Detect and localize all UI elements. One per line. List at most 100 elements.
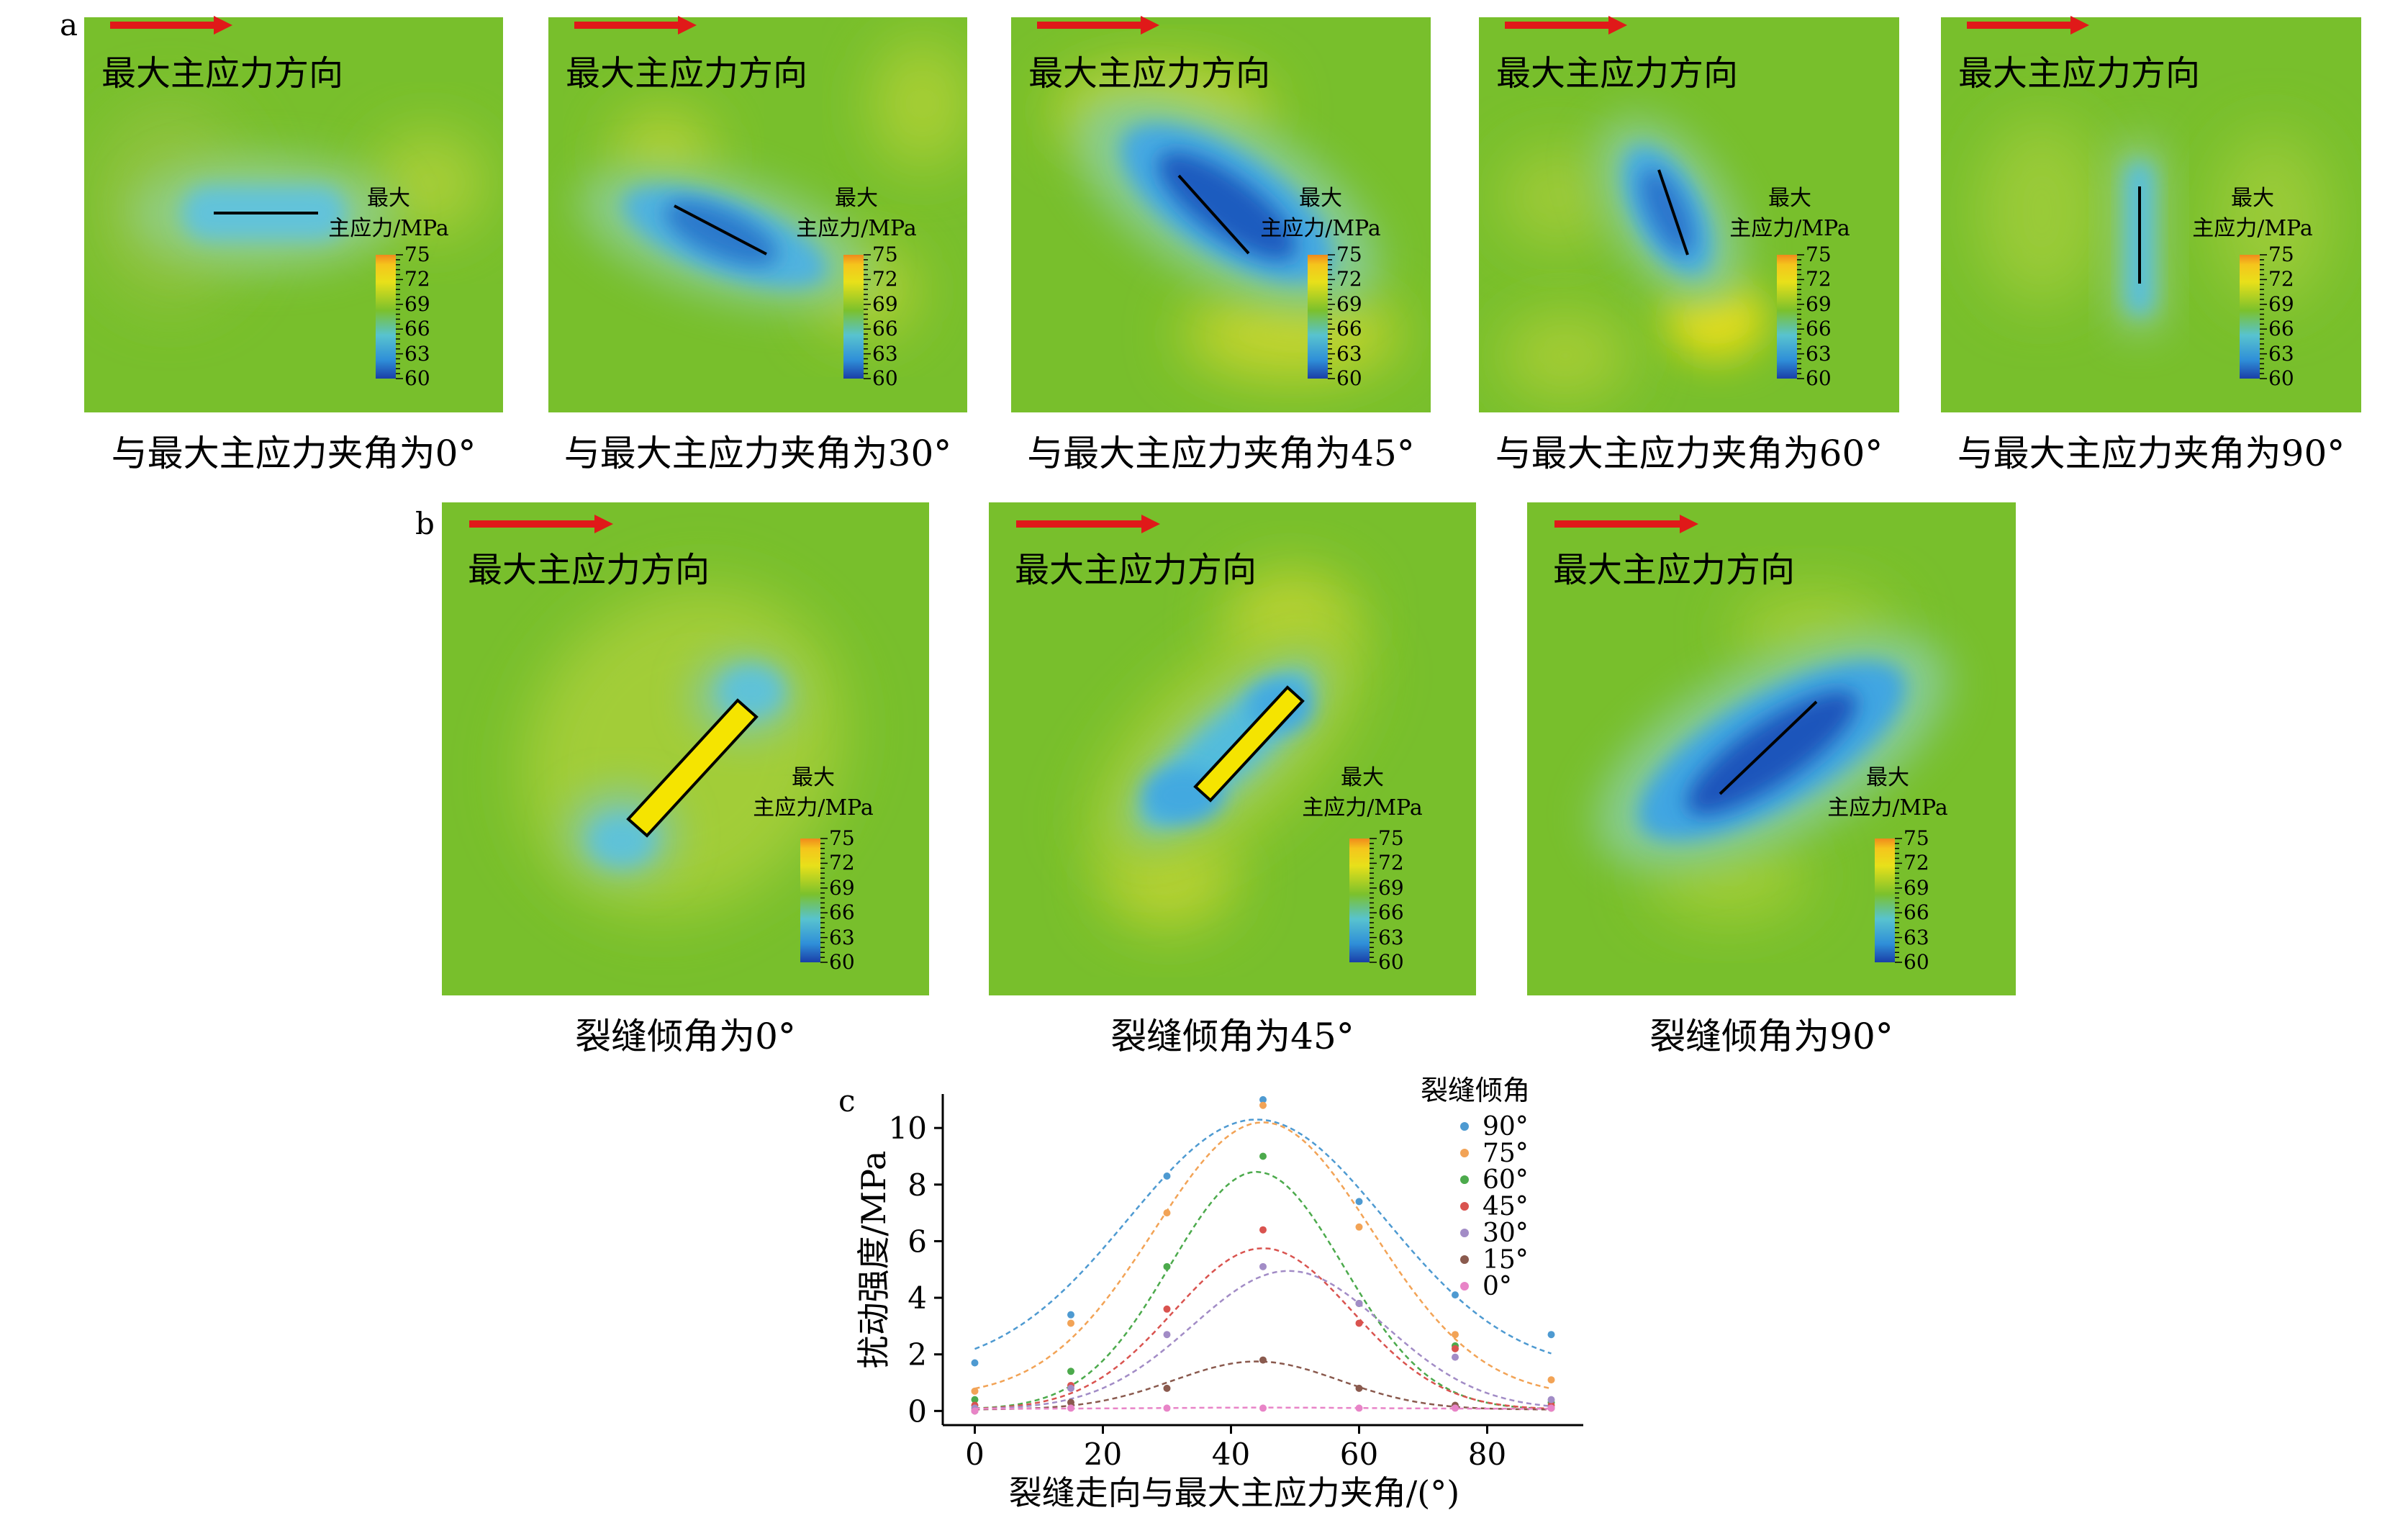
stress-direction-arrow-icon (110, 16, 232, 35)
data-point (1163, 1209, 1171, 1217)
legend-label: 75° (1483, 1139, 1529, 1168)
data-point (1067, 1384, 1074, 1392)
stress-direction-arrow-icon (574, 16, 697, 35)
y-axis-label: 扰动强度/MPa (854, 1151, 893, 1369)
colorbar-tick-label: 60 (872, 366, 898, 390)
colorbar-tick-label: 72 (829, 851, 855, 875)
colorbar-title-line2: 主应力/MPa (796, 216, 917, 241)
data-point (1452, 1331, 1459, 1339)
colorbar (376, 254, 403, 379)
stress-direction-label: 最大主应力方向 (1958, 53, 2201, 94)
data-point (1067, 1311, 1074, 1319)
stress-map-a-60deg (1479, 17, 1899, 412)
colorbar-title-line1: 最大 (2231, 186, 2274, 211)
colorbar-tick-label: 75 (2268, 243, 2294, 266)
y-tick-label: 4 (907, 1280, 927, 1316)
colorbar-tick-label: 69 (1904, 875, 1929, 900)
fracture-line (1177, 174, 1250, 255)
colorbar-tick-label: 69 (1336, 292, 1362, 316)
caption-a-90: 与最大主应力夹角为90° (1957, 433, 2345, 474)
legend-title: 裂缝倾角 (1421, 1075, 1530, 1106)
disturbance-chart: 0 2 4 6 8 10 0 20 40 60 80 裂缝走向与最大主应力夹角/(°) 扰动强度/MPa… (854, 1075, 1583, 1512)
caption-b-90: 裂缝倾角为90° (1649, 1016, 1893, 1057)
y-tick-label: 2 (907, 1337, 927, 1373)
colorbar-tick-label: 69 (2268, 292, 2294, 316)
colorbar (843, 254, 871, 379)
legend-label: 15° (1483, 1245, 1529, 1275)
data-point (1259, 1226, 1267, 1234)
data-point (971, 1359, 979, 1367)
colorbar-tick-label: 66 (1904, 900, 1929, 925)
stress-direction-label: 最大主应力方向 (1553, 550, 1796, 590)
colorbar-title-line1: 最大 (835, 186, 878, 211)
legend-marker (1460, 1282, 1469, 1291)
colorbar-tick-label: 60 (829, 950, 855, 974)
data-point (1452, 1291, 1459, 1299)
colorbar-tick-label: 69 (404, 292, 430, 316)
fit-curve (974, 1360, 1552, 1411)
caption-a-0: 与最大主应力夹角为0° (111, 433, 476, 474)
data-point (1259, 1404, 1267, 1412)
caption-a-60: 与最大主应力夹角为60° (1495, 433, 1883, 474)
legend-label: 45° (1483, 1192, 1529, 1221)
data-point (1547, 1331, 1555, 1339)
colorbar-title-line2: 主应力/MPa (1827, 795, 1948, 821)
colorbar-tick-label: 69 (829, 875, 855, 900)
data-point (1067, 1368, 1074, 1375)
colorbar-tick-label: 72 (1378, 851, 1404, 875)
stress-direction-arrow-icon (1554, 515, 1698, 533)
data-point (1452, 1404, 1459, 1412)
colorbar-title: 最大 主应力/MPa (1252, 184, 1389, 244)
legend-marker (1460, 1175, 1469, 1184)
x-tick-label: 20 (1084, 1437, 1122, 1472)
colorbar-title-line1: 最大 (1768, 186, 1811, 211)
colorbar-tick-label: 63 (1806, 341, 1832, 366)
colorbar-tick-label: 66 (872, 317, 898, 341)
caption-b-45: 裂缝倾角为45° (1110, 1016, 1354, 1057)
colorbar-tick-label: 63 (1378, 925, 1404, 949)
colorbar-tick-label: 66 (1378, 900, 1404, 925)
colorbar-title-line1: 最大 (1866, 765, 1909, 790)
colorbar-tick-label: 72 (1336, 267, 1362, 292)
fit-curve (974, 1247, 1552, 1410)
data-point (1163, 1384, 1171, 1392)
colorbar-title-line1: 最大 (1341, 765, 1384, 790)
panel-label-c: c (838, 1083, 856, 1118)
stress-direction-label: 最大主应力方向 (1015, 550, 1257, 590)
x-axis-label: 裂缝走向与最大主应力夹角/(°) (1009, 1473, 1459, 1512)
data-point (1547, 1404, 1555, 1412)
fracture-line (1657, 169, 1689, 256)
colorbar-tick-label: 72 (404, 267, 430, 292)
colorbar-title: 最大 主应力/MPa (2184, 184, 2321, 244)
data-point (1067, 1404, 1074, 1412)
fracture-body (626, 698, 759, 838)
x-tick-label: 60 (1340, 1437, 1378, 1472)
colorbar-tick-label: 72 (1806, 267, 1832, 292)
data-point (1067, 1319, 1074, 1327)
y-tick-label: 6 (907, 1224, 927, 1259)
caption-b-0: 裂缝倾角为0° (575, 1016, 796, 1057)
colorbar-tick-label: 66 (404, 317, 430, 341)
stress-direction-arrow-icon (1016, 515, 1160, 533)
legend-marker (1460, 1229, 1469, 1237)
panel-label-b: b (415, 506, 435, 541)
data-point (1547, 1396, 1555, 1404)
data-point (1259, 1262, 1267, 1270)
fracture-line (674, 204, 767, 256)
colorbar-tick-label: 63 (872, 341, 898, 366)
colorbar-tick-label: 63 (1336, 341, 1362, 366)
data-point (1355, 1223, 1363, 1231)
stress-map-a-0deg (84, 17, 503, 412)
stress-map-a-45deg (1011, 17, 1431, 412)
colorbar-tick-label: 69 (1806, 292, 1832, 316)
stress-direction-label: 最大主应力方向 (101, 53, 344, 94)
colorbar-tick-label: 63 (2268, 341, 2294, 366)
colorbar (1308, 254, 1335, 379)
fracture-body (1193, 685, 1305, 803)
colorbar-tick-label: 60 (1904, 950, 1929, 974)
colorbar (1777, 254, 1804, 379)
y-tick-label: 10 (889, 1111, 927, 1146)
data-point (1355, 1384, 1363, 1392)
colorbar-title-line1: 最大 (367, 186, 410, 211)
colorbar-tick-label: 75 (829, 826, 855, 850)
